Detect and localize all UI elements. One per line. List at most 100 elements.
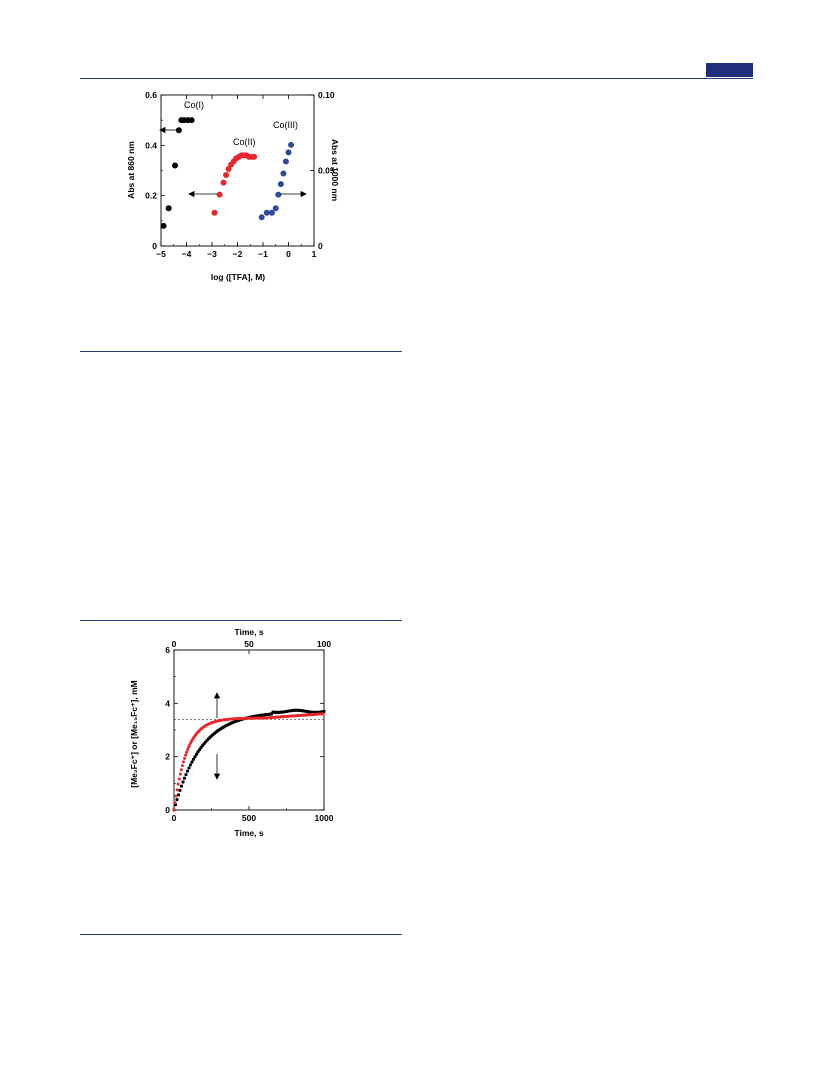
data-point [183, 756, 186, 760]
figure-2-x-bottom-label: Time, s [234, 828, 263, 838]
data-point [174, 794, 178, 798]
data-point [211, 209, 218, 216]
data-point [185, 750, 189, 754]
data-point [280, 170, 287, 177]
y-left-tick-label: 0 [152, 241, 157, 251]
y-right-tick-label: 0.10 [318, 90, 335, 100]
x-tick-label: −5 [156, 249, 166, 259]
data-point [272, 205, 279, 212]
header-page-tab [706, 63, 753, 77]
figure-1-x-label: log ([TFA], M) [211, 272, 265, 282]
x-bottom-tick-label: 500 [242, 813, 256, 823]
x-tick-label: −2 [233, 249, 243, 259]
data-point [275, 191, 282, 198]
y-right-tick-label: 0.05 [318, 166, 335, 176]
data-point [268, 209, 275, 216]
figure-2: 0 500 1000 0 50 100 0 2 4 6 Time, s Time, s [Me₂F… [124, 626, 344, 844]
data-point [178, 788, 182, 792]
arrow-right-icon [280, 190, 307, 198]
data-point [225, 165, 232, 172]
data-point [173, 801, 177, 805]
data-point [321, 712, 325, 716]
figure-1-chart: −5 −4 −3 −2 −1 0 100.20.40.600.050.10 log ([TF… [126, 90, 340, 282]
data-point [187, 745, 191, 749]
data-point [191, 757, 196, 761]
y-tick-label: 4 [165, 698, 170, 708]
y-right-tick-label: 0 [318, 241, 323, 251]
section-rule-3 [80, 934, 402, 935]
header-rule [80, 78, 753, 79]
figure-2-x-top-label: Time, s [234, 627, 263, 637]
figure-1: −5 −4 −3 −2 −1 0 1 0 0.2 0.4 0.6 0 0.05 0.10 log ([TF… [120, 84, 340, 289]
data-point [194, 752, 199, 756]
data-point [216, 191, 223, 198]
data-point [285, 149, 292, 156]
data-point [172, 808, 176, 812]
data-point [179, 768, 183, 772]
x-tick-label: −3 [207, 249, 217, 259]
data-point [181, 760, 185, 764]
data-point [223, 172, 230, 179]
data-point [186, 748, 190, 752]
data-point [188, 117, 195, 124]
data-point [179, 784, 184, 788]
series-label-co3: Co(III) [273, 120, 298, 130]
arrow-down-icon [213, 754, 221, 780]
data-point [181, 780, 185, 784]
x-top-tick-label: 50 [244, 639, 254, 649]
series-label-co2: Co(II) [233, 137, 256, 147]
data-point [175, 798, 179, 802]
figure-1-points [160, 117, 295, 229]
section-rule-2 [80, 620, 402, 621]
data-point [258, 214, 265, 221]
x-bottom-tick-label: 1000 [315, 813, 334, 823]
series-label-co1: Co(I) [184, 100, 204, 110]
figure-1-y-right-label: Abs at 1000 nm [330, 139, 340, 202]
data-point [177, 777, 181, 781]
data-point [263, 209, 270, 216]
figure-2-y-label: [Me₂Fc⁺] or [Me₁₀Fc⁺], mM [129, 680, 139, 787]
arrow-left-icon [188, 190, 217, 198]
data-point [185, 769, 190, 773]
y-tick-label: 0 [165, 805, 170, 815]
data-point [277, 181, 284, 188]
data-point [282, 158, 289, 165]
data-point [220, 179, 227, 186]
y-left-tick-label: 0.6 [145, 90, 157, 100]
x-bottom-tick-label: 0 [172, 813, 177, 823]
data-point [187, 766, 191, 770]
y-left-tick-label: 0.2 [145, 191, 157, 201]
y-left-tick-label: 0.4 [145, 140, 157, 150]
data-point [175, 788, 179, 792]
data-point [176, 782, 180, 786]
data-point [178, 772, 182, 776]
y-tick-label: 6 [165, 645, 170, 655]
data-point [184, 772, 188, 777]
data-point [190, 760, 194, 764]
data-point [188, 763, 193, 767]
data-point [165, 205, 172, 212]
data-point [182, 776, 187, 780]
data-point [160, 222, 167, 229]
data-point [322, 709, 326, 714]
x-tick-label: −1 [258, 249, 268, 259]
x-tick-label: 0 [286, 249, 291, 259]
x-tick-label: 1 [312, 249, 317, 259]
data-point [184, 753, 188, 757]
data-point [180, 764, 184, 768]
arrow-up-icon [213, 692, 221, 718]
y-tick-label: 2 [165, 752, 170, 762]
section-rule-1 [80, 351, 402, 352]
x-top-tick-label: 0 [172, 639, 177, 649]
data-point [251, 153, 258, 160]
data-point [172, 162, 179, 169]
figure-1-axes: −5 −4 −3 −2 −1 0 100.20.40.600.050.10 [145, 90, 335, 259]
data-point [193, 755, 197, 759]
x-top-tick-label: 100 [317, 639, 331, 649]
figure-1-y-left-label: Abs at 860 nm [126, 141, 136, 199]
arrow-left-icon [159, 126, 176, 134]
x-tick-label: −4 [182, 249, 192, 259]
data-point [288, 141, 295, 148]
